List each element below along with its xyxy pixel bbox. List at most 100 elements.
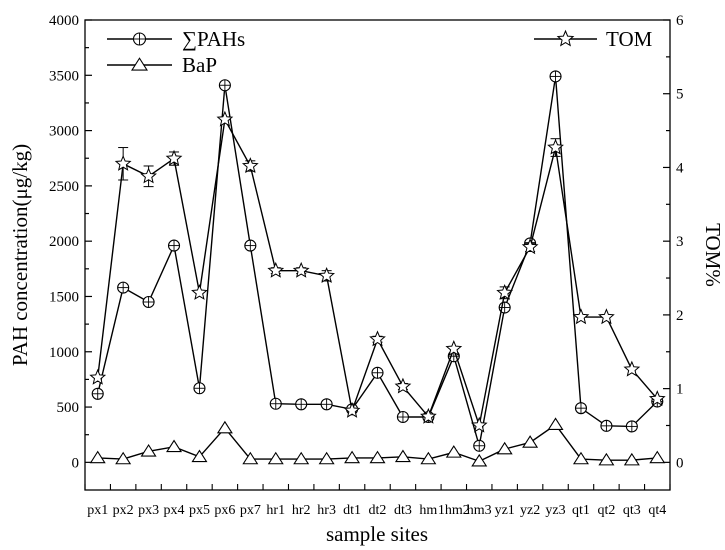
- x-tick-label: px5: [189, 503, 210, 518]
- x-tick-label: px1: [87, 503, 108, 518]
- triangle-marker: [267, 451, 284, 465]
- star-marker: [292, 261, 310, 278]
- right-tick-label: 4: [676, 160, 684, 176]
- star-marker: [191, 283, 208, 300]
- star-marker: [165, 149, 183, 166]
- plot-frame: [84, 19, 671, 491]
- right-axis-ticks: 0 1 2 3 4 5 6: [663, 13, 684, 471]
- triangle-marker: [471, 453, 488, 467]
- x-tick-label: hr3: [317, 503, 336, 518]
- x-tick-label: hm3: [467, 503, 492, 518]
- x-axis-ticks: px1 px2 px3 px4 px5 px6 px7 hr1 hr2 hr3 dt1 dt2 dt3 h…: [84, 484, 671, 518]
- y-axis-left-title: PAH concentration(μg/kg): [8, 144, 32, 366]
- series-layer: [89, 70, 666, 467]
- star-marker: [547, 138, 564, 155]
- triangle-marker: [293, 451, 310, 465]
- triangle-marker: [420, 451, 437, 465]
- left-tick-label: 500: [57, 400, 80, 416]
- triangle-marker: [496, 441, 513, 455]
- left-tick-label: 3000: [49, 124, 79, 140]
- triangle-marker: [140, 443, 157, 457]
- triangle-marker: [130, 57, 149, 71]
- left-tick-label: 1000: [49, 345, 79, 361]
- x-tick-label: yz3: [545, 503, 565, 518]
- star-marker: [648, 390, 666, 407]
- left-tick-label: 3500: [49, 68, 79, 84]
- x-tick-label: 1hm2: [438, 503, 470, 518]
- triangle-marker: [623, 452, 640, 466]
- right-tick-label: 1: [676, 382, 684, 398]
- series-tom: [89, 110, 666, 433]
- star-marker: [216, 110, 234, 127]
- star-marker: [556, 29, 575, 47]
- left-tick-label: 4000: [49, 13, 79, 29]
- right-tick-label: 2: [676, 308, 684, 324]
- x-tick-label: px6: [214, 503, 235, 518]
- x-axis-title: sample sites: [326, 522, 428, 546]
- x-tick-label: dt2: [369, 503, 387, 518]
- star-marker: [496, 283, 514, 300]
- right-tick-label: 0: [676, 455, 684, 471]
- legend-label: BaP: [182, 53, 217, 77]
- x-tick-label: px3: [138, 503, 159, 518]
- triangle-marker: [369, 450, 386, 464]
- star-marker: [114, 154, 132, 171]
- series-line: [97, 76, 658, 446]
- left-tick-label: 2000: [49, 234, 79, 250]
- triangle-marker: [318, 451, 335, 465]
- y-axis-right-title: TOM%: [701, 223, 725, 287]
- star-marker: [89, 368, 107, 385]
- left-tick-label: 1500: [49, 289, 79, 305]
- triangle-marker: [191, 449, 208, 463]
- triangle-marker: [242, 451, 259, 465]
- series-bap: [89, 417, 666, 467]
- x-tick-label: px2: [113, 503, 134, 518]
- right-tick-label: 5: [676, 87, 684, 103]
- triangle-marker: [166, 439, 183, 453]
- triangle-marker: [547, 417, 564, 431]
- star-marker: [369, 330, 386, 347]
- x-tick-label: yz2: [520, 503, 540, 518]
- series-line: [97, 117, 658, 429]
- triangle-marker: [649, 450, 666, 464]
- triangle-marker: [394, 449, 411, 463]
- legend-label: ∑PAHs: [182, 27, 245, 51]
- x-tick-label: dt3: [394, 503, 412, 518]
- left-axis-ticks: 0 500 1000 1500 2000 2500 3000 3500 4000: [49, 13, 92, 471]
- series-pahs: [91, 70, 664, 452]
- right-tick-label: 3: [676, 234, 684, 250]
- star-marker: [267, 261, 285, 278]
- triangle-marker: [572, 451, 589, 465]
- star-marker: [445, 340, 463, 356]
- triangle-marker: [445, 445, 462, 458]
- legend-entry: BaP: [107, 53, 217, 77]
- x-tick-label: px4: [164, 503, 185, 518]
- triangle-marker: [598, 452, 615, 466]
- x-tick-label: px7: [240, 503, 261, 518]
- legend-entry: ∑PAHs: [107, 27, 245, 51]
- legend-entry: TOM: [534, 27, 653, 51]
- triangle-marker: [216, 420, 233, 434]
- legend-label: TOM: [606, 27, 653, 51]
- star-marker: [343, 401, 361, 418]
- x-tick-label: qt1: [572, 503, 590, 518]
- star-marker: [470, 416, 488, 433]
- star-marker: [420, 407, 437, 424]
- star-marker: [598, 308, 615, 325]
- star-marker: [318, 267, 335, 283]
- triangle-marker: [89, 450, 106, 464]
- left-tick-label: 2500: [49, 179, 79, 195]
- star-marker: [140, 167, 157, 184]
- star-marker: [521, 238, 539, 255]
- star-marker: [241, 157, 259, 174]
- x-tick-label: yz1: [495, 503, 515, 518]
- star-marker: [623, 360, 641, 377]
- x-tick-label: qt4: [648, 503, 666, 518]
- x-tick-label: qt3: [623, 503, 641, 518]
- triangle-marker: [522, 435, 539, 448]
- x-tick-label: hm: [419, 503, 437, 518]
- right-tick-label: 6: [676, 13, 684, 29]
- x-tick-label: dt1: [343, 503, 361, 518]
